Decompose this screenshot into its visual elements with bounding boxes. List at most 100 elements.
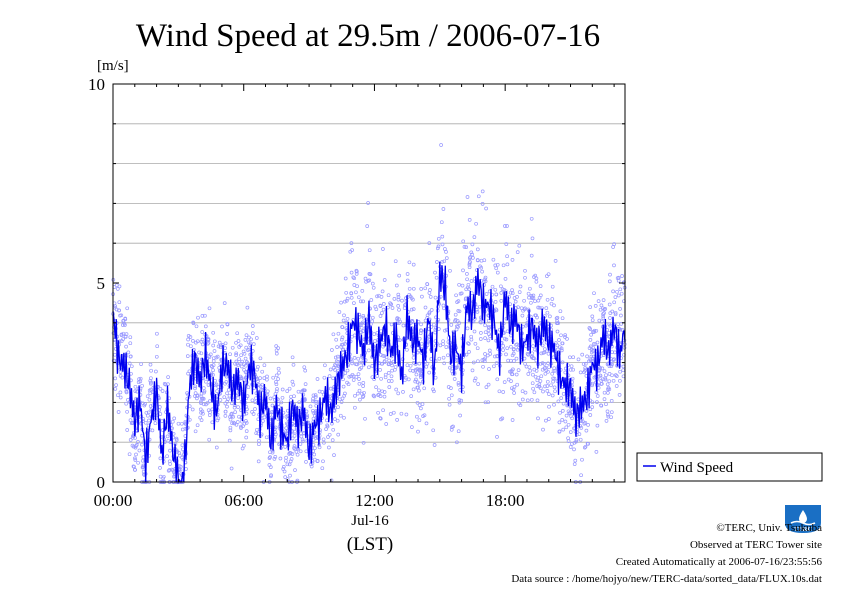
data-point	[376, 410, 380, 415]
data-point	[357, 360, 362, 365]
data-point	[158, 412, 163, 416]
data-point	[193, 391, 198, 395]
data-point	[557, 338, 561, 342]
data-point	[187, 417, 192, 422]
data-point	[335, 418, 340, 423]
data-point	[586, 423, 590, 427]
data-point	[410, 318, 415, 323]
data-point	[568, 410, 573, 415]
data-point	[614, 374, 619, 378]
data-point	[278, 456, 283, 461]
data-point	[442, 259, 447, 264]
data-point	[607, 279, 612, 284]
data-point	[343, 371, 348, 376]
data-point	[536, 416, 540, 421]
data-point	[487, 326, 491, 330]
data-point	[479, 265, 484, 270]
data-point	[467, 218, 472, 222]
data-point	[352, 356, 357, 360]
data-point	[281, 465, 286, 469]
data-point	[193, 386, 197, 391]
data-point	[471, 256, 475, 260]
data-point	[406, 377, 411, 382]
data-point	[290, 355, 295, 360]
data-point	[331, 366, 336, 370]
data-point	[273, 455, 278, 459]
data-point	[241, 349, 246, 354]
data-point	[561, 401, 566, 406]
data-point	[296, 389, 301, 394]
data-point	[466, 285, 470, 290]
data-point	[231, 420, 236, 425]
data-point	[604, 402, 608, 407]
data-point	[148, 362, 153, 367]
data-point	[214, 445, 219, 450]
data-point	[349, 374, 353, 379]
data-point	[582, 445, 587, 450]
data-point	[244, 333, 249, 338]
data-point	[133, 384, 138, 389]
data-point	[608, 272, 612, 277]
data-point	[344, 298, 349, 303]
data-point	[589, 332, 593, 337]
data-point	[515, 250, 520, 254]
data-point	[439, 220, 444, 225]
data-point	[583, 361, 588, 366]
data-point	[359, 325, 364, 330]
data-point	[151, 403, 155, 408]
data-point	[330, 348, 334, 352]
data-point	[432, 443, 437, 447]
data-point	[262, 376, 267, 380]
data-point	[268, 455, 272, 459]
data-point	[331, 332, 336, 337]
data-point	[211, 343, 216, 348]
data-point	[371, 261, 376, 266]
data-point	[211, 359, 216, 363]
data-point	[229, 414, 234, 419]
data-point	[606, 412, 610, 417]
data-point	[366, 201, 370, 205]
data-point	[514, 342, 518, 347]
data-point	[126, 398, 130, 402]
data-point	[199, 399, 203, 404]
data-point	[481, 364, 485, 369]
data-point	[142, 403, 147, 408]
data-point	[552, 303, 556, 308]
data-point	[335, 354, 340, 359]
data-point	[312, 434, 317, 439]
data-point	[242, 421, 247, 426]
data-point	[446, 353, 450, 358]
data-point	[311, 396, 315, 401]
data-point	[196, 315, 200, 320]
data-point	[428, 295, 433, 299]
data-point	[119, 313, 124, 318]
data-point	[428, 288, 432, 292]
data-point	[414, 372, 419, 377]
data-point	[137, 448, 142, 453]
data-point	[262, 415, 267, 420]
data-point	[557, 429, 562, 434]
data-point	[357, 377, 361, 381]
data-point	[616, 293, 621, 298]
data-point	[232, 421, 237, 426]
data-point	[539, 351, 544, 356]
data-point	[193, 384, 198, 389]
data-point	[191, 320, 196, 325]
data-point	[587, 326, 592, 330]
data-point	[551, 379, 555, 384]
data-point	[361, 329, 366, 333]
data-point	[396, 292, 401, 297]
data-point	[569, 364, 574, 369]
data-point	[113, 352, 117, 357]
data-point	[560, 360, 565, 365]
data-point	[588, 338, 593, 342]
data-point	[398, 319, 402, 324]
data-point	[590, 318, 595, 323]
data-point	[256, 459, 261, 464]
data-point	[325, 418, 329, 423]
data-point	[370, 375, 375, 380]
data-point	[504, 352, 508, 357]
data-point	[209, 364, 214, 368]
data-point	[216, 344, 221, 349]
data-point	[467, 265, 472, 270]
